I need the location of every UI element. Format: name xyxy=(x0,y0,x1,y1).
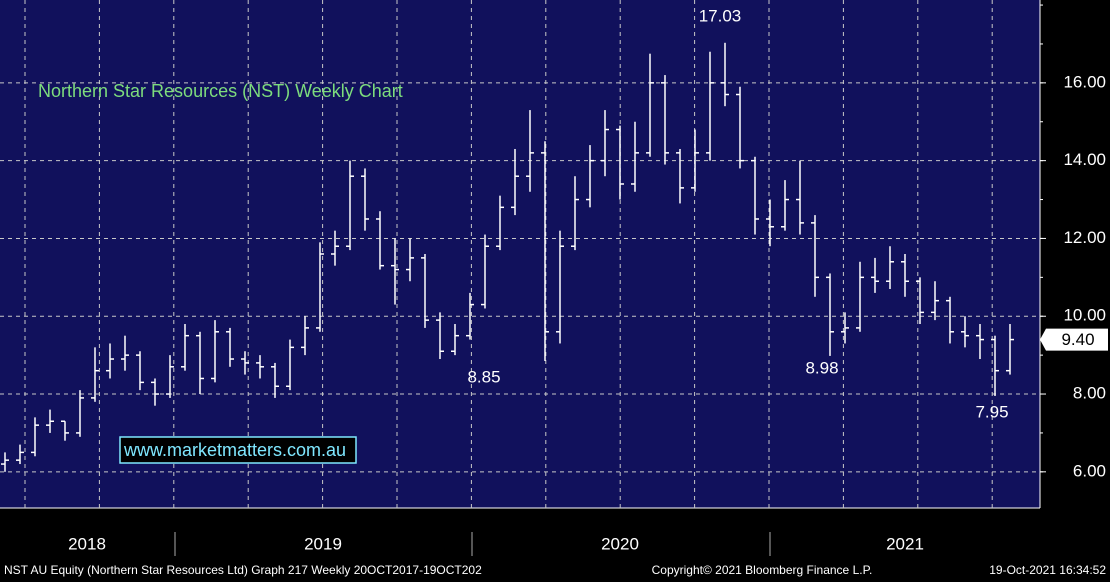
y-tick-label: 8.00 xyxy=(1073,384,1106,403)
footer-text: NST AU Equity (Northern Star Resources L… xyxy=(4,563,482,577)
annotation: 8.85 xyxy=(467,367,500,386)
footer-text: Copyright© 2021 Bloomberg Finance L.P. xyxy=(652,563,873,577)
year-label: 2018 xyxy=(68,534,106,553)
last-price-label: 9.40 xyxy=(1061,330,1094,349)
y-tick-label: 6.00 xyxy=(1073,461,1106,480)
watermark-box xyxy=(119,436,357,464)
y-tick-label: 14.00 xyxy=(1063,150,1106,169)
annotation: 17.03 xyxy=(699,6,742,25)
right-axis-area xyxy=(1040,0,1110,508)
annotation: 8.98 xyxy=(805,358,838,377)
watermark: www.marketmatters.com.au xyxy=(123,440,346,460)
plot-area xyxy=(0,0,1040,508)
footer-text: 19-Oct-2021 16:34:52 xyxy=(989,563,1106,577)
y-tick-label: 12.00 xyxy=(1063,228,1106,247)
y-tick-label: 16.00 xyxy=(1063,72,1106,91)
chart-title: Northern Star Resources (NST) Weekly Cha… xyxy=(38,81,403,101)
y-tick-label: 10.00 xyxy=(1063,306,1106,325)
last-price-tag xyxy=(1040,328,1108,351)
year-label: 2020 xyxy=(601,534,639,553)
annotation: 7.95 xyxy=(975,402,1008,421)
year-label: 2021 xyxy=(886,534,924,553)
year-label: 2019 xyxy=(304,534,342,553)
